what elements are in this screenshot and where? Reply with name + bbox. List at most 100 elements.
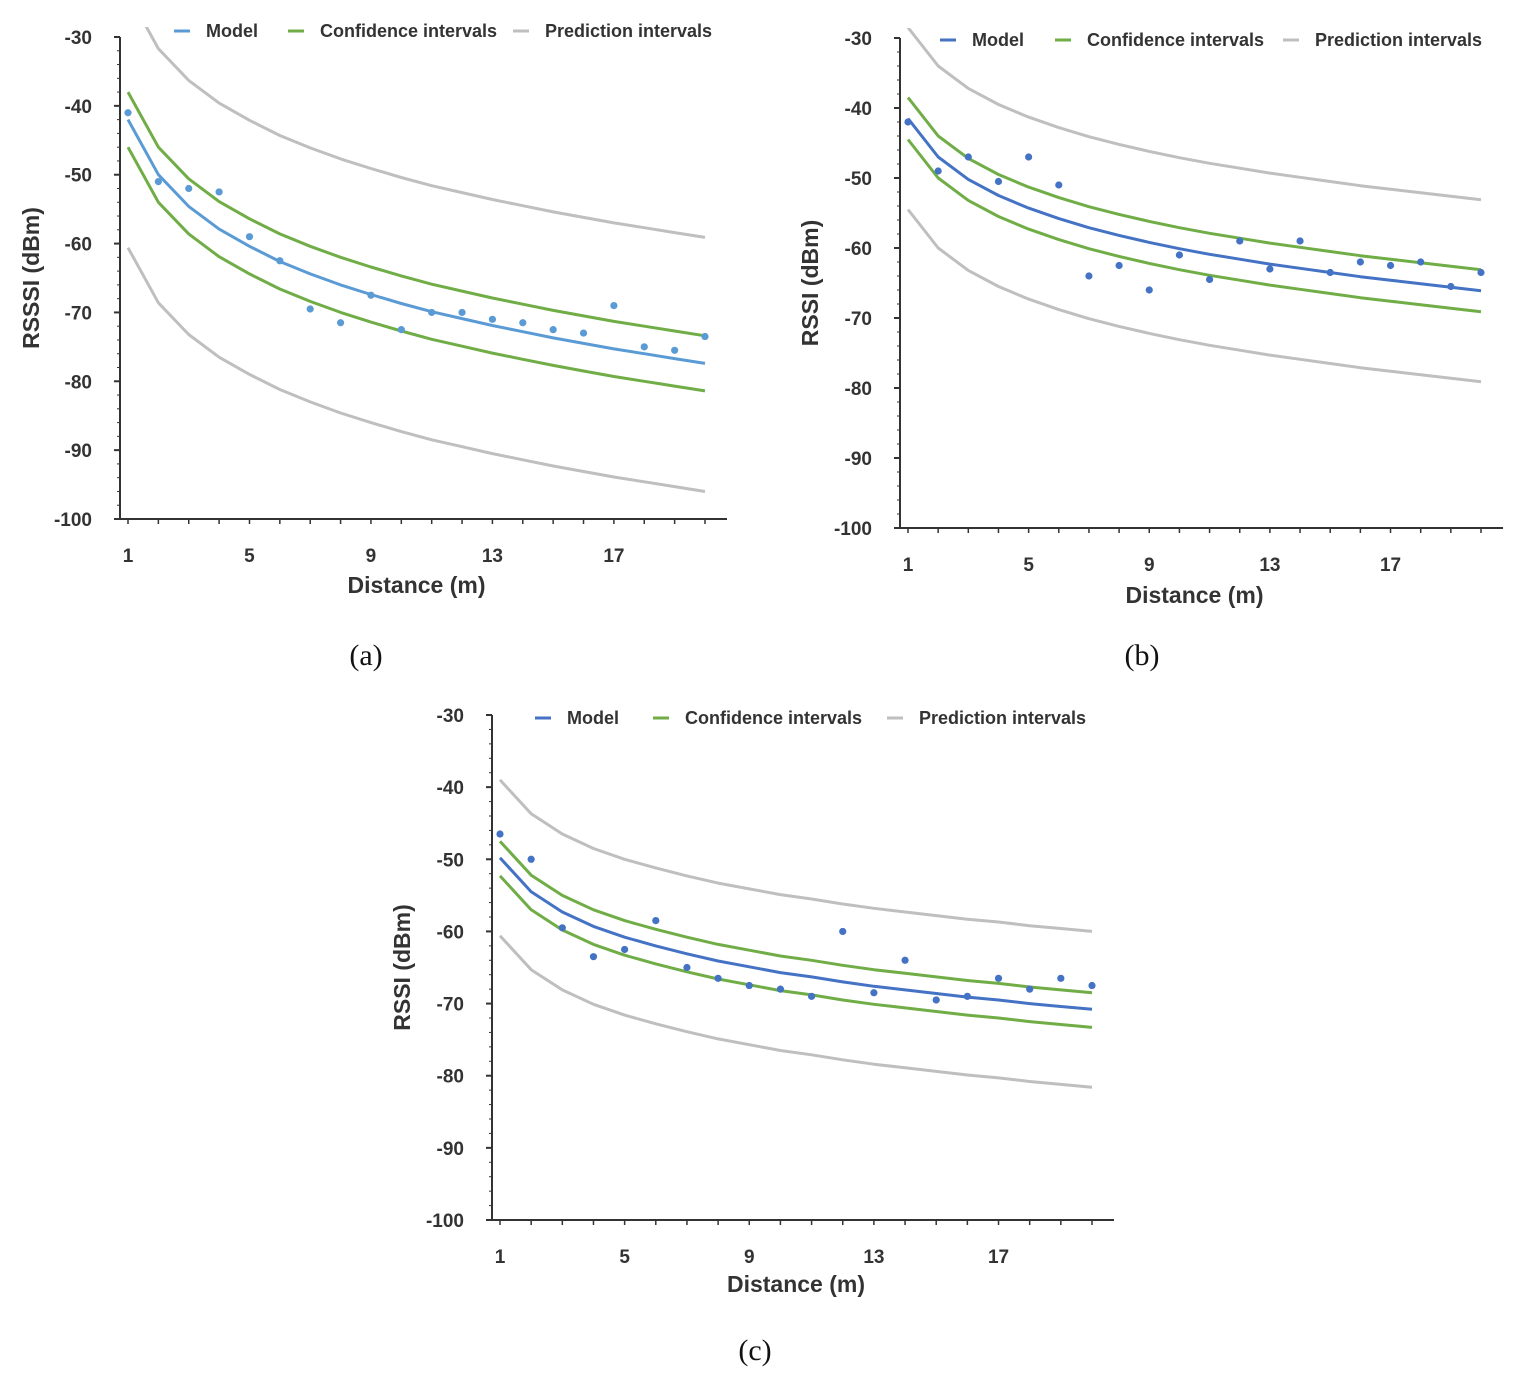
y-tick-label: -90	[437, 1139, 464, 1160]
data-point	[1326, 268, 1334, 277]
x-tick-label: 9	[366, 546, 377, 567]
x-tick-label: 17	[1380, 555, 1401, 576]
data-point	[932, 996, 940, 1004]
y-tick-label: -60	[65, 235, 92, 256]
data-point	[185, 184, 193, 193]
data-point	[276, 257, 284, 265]
data-point	[1266, 265, 1274, 273]
x-tick-label: 13	[863, 1247, 884, 1268]
data-point	[1447, 282, 1455, 291]
data-point	[579, 329, 588, 337]
y-tick-label: -90	[65, 441, 92, 462]
y-tick-label: -50	[437, 850, 464, 871]
x-tick-label: 1	[903, 555, 914, 576]
data-point	[1477, 268, 1485, 277]
data-point	[652, 917, 660, 925]
data-point	[1026, 985, 1034, 993]
data-point	[1115, 261, 1123, 270]
data-point	[458, 308, 466, 317]
series-line-model	[498, 856, 1093, 1011]
data-point	[496, 830, 504, 838]
data-point	[964, 153, 972, 161]
data-point	[589, 953, 598, 961]
panel-label: (b)	[1125, 639, 1160, 672]
data-point	[245, 233, 254, 241]
data-point	[963, 992, 971, 1000]
y-tick-label: -50	[845, 169, 872, 190]
legend-entry: Prediction intervals	[919, 708, 1086, 728]
panel-label: (a)	[349, 639, 382, 672]
series-line-confidence-intervals-lower	[126, 146, 706, 393]
data-point	[527, 855, 535, 863]
data-point	[367, 291, 375, 299]
y-tick-label: -70	[845, 309, 872, 330]
data-point	[1057, 974, 1065, 982]
series-line-prediction-intervals-lower	[906, 208, 1482, 384]
data-point	[621, 945, 629, 954]
data-point	[1296, 237, 1304, 245]
chart-panel-b: -30 -40 -50 -60 -70 -80 -90 -100 1 5 9 13 17 Distance…	[797, 28, 1503, 672]
data-point	[745, 981, 753, 990]
x-tick-label: 5	[619, 1247, 630, 1268]
x-tick-label: 1	[123, 546, 134, 567]
series-line-model	[906, 117, 1482, 293]
data-point	[154, 178, 162, 186]
legend-entry: Confidence intervals	[685, 708, 862, 728]
y-tick-label: -70	[65, 303, 92, 324]
y-tick-label: -100	[54, 510, 92, 531]
y-tick-label: -40	[437, 778, 464, 799]
y-tick-label: -30	[437, 706, 464, 727]
data-point	[1085, 272, 1093, 280]
data-point	[994, 177, 1003, 186]
data-point	[124, 109, 132, 117]
x-tick-label: 17	[603, 546, 624, 567]
data-point	[306, 305, 314, 313]
y-tick-label: -30	[845, 29, 872, 50]
data-point	[904, 118, 912, 126]
data-point	[901, 956, 909, 964]
x-tick-label: 13	[1259, 555, 1280, 576]
data-point	[488, 315, 497, 323]
x-tick-label: 5	[1023, 555, 1034, 576]
data-point	[701, 332, 709, 341]
data-point	[934, 167, 942, 175]
data-point	[1055, 181, 1063, 189]
y-axis-label: RSSI (dBm)	[389, 904, 415, 1031]
y-tick-label: -70	[437, 995, 464, 1016]
y-axis-label: RSSSI (dBm)	[18, 207, 44, 349]
data-point	[519, 319, 527, 327]
y-tick-label: -50	[65, 166, 92, 187]
legend-entry: Model	[206, 21, 258, 41]
y-tick-label: -100	[426, 1211, 464, 1232]
data-point	[1205, 275, 1214, 284]
data-point	[1088, 981, 1096, 990]
y-tick-label: -30	[65, 28, 92, 49]
data-point	[1175, 251, 1184, 259]
data-point	[714, 974, 722, 982]
x-tick-label: 17	[988, 1247, 1009, 1268]
data-point	[428, 308, 436, 317]
series-line-prediction-intervals	[144, 27, 706, 239]
legend-entry: Prediction intervals	[545, 21, 712, 41]
data-point	[683, 963, 691, 972]
x-axis-label: Distance (m)	[347, 572, 485, 598]
x-tick-label: 5	[244, 546, 255, 567]
legend-entry: Prediction intervals	[1315, 30, 1482, 50]
chart-panel-a: -30 -40 -50 -60 -70 -80 -90 -100 1 5 9 13 17 Distance…	[18, 21, 727, 672]
data-point	[1356, 258, 1364, 266]
data-point	[807, 992, 816, 1000]
series-line-confidence-intervals-lower	[906, 138, 1482, 314]
data-point	[215, 188, 223, 196]
data-point	[549, 326, 557, 334]
data-point	[397, 326, 405, 334]
series-line-model	[126, 118, 706, 365]
data-point	[1145, 286, 1153, 294]
y-tick-label: -80	[65, 372, 92, 393]
series-line-prediction-intervals-lower	[126, 246, 706, 493]
legend-entry: Model	[972, 30, 1024, 50]
data-point	[1417, 258, 1425, 266]
y-tick-label: -60	[437, 922, 464, 943]
series-line-confidence-intervals-lower	[498, 874, 1093, 1029]
data-point	[1386, 261, 1395, 270]
